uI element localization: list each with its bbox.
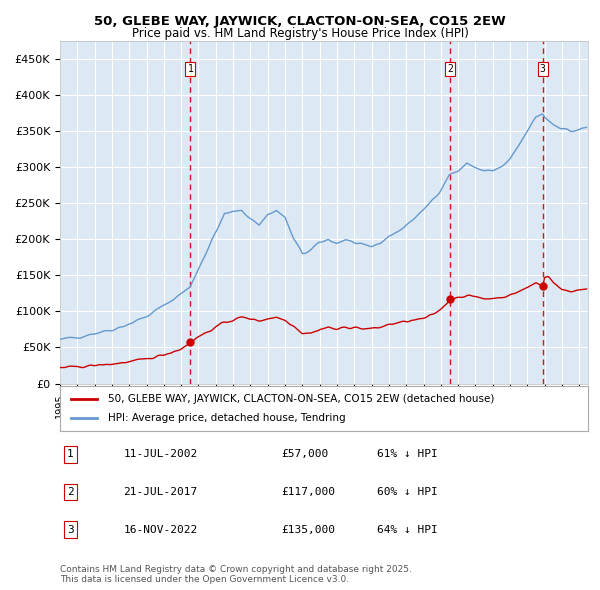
Text: 2: 2 xyxy=(448,64,454,74)
Text: HPI: Average price, detached house, Tendring: HPI: Average price, detached house, Tend… xyxy=(107,414,345,423)
Text: 11-JUL-2002: 11-JUL-2002 xyxy=(124,450,197,459)
Text: 2: 2 xyxy=(67,487,74,497)
Text: 3: 3 xyxy=(540,64,545,74)
Text: £135,000: £135,000 xyxy=(282,525,336,535)
Text: 3: 3 xyxy=(67,525,74,535)
Text: Price paid vs. HM Land Registry's House Price Index (HPI): Price paid vs. HM Land Registry's House … xyxy=(131,27,469,40)
Text: 61% ↓ HPI: 61% ↓ HPI xyxy=(377,450,437,459)
Text: Contains HM Land Registry data © Crown copyright and database right 2025.
This d: Contains HM Land Registry data © Crown c… xyxy=(60,565,412,584)
Text: 21-JUL-2017: 21-JUL-2017 xyxy=(124,487,197,497)
Text: 60% ↓ HPI: 60% ↓ HPI xyxy=(377,487,437,497)
Text: 1: 1 xyxy=(187,64,193,74)
Text: 50, GLEBE WAY, JAYWICK, CLACTON-ON-SEA, CO15 2EW (detached house): 50, GLEBE WAY, JAYWICK, CLACTON-ON-SEA, … xyxy=(107,394,494,404)
Text: £57,000: £57,000 xyxy=(282,450,329,459)
Text: 1: 1 xyxy=(67,450,74,459)
Text: £117,000: £117,000 xyxy=(282,487,336,497)
Text: 50, GLEBE WAY, JAYWICK, CLACTON-ON-SEA, CO15 2EW: 50, GLEBE WAY, JAYWICK, CLACTON-ON-SEA, … xyxy=(94,15,506,28)
Text: 64% ↓ HPI: 64% ↓ HPI xyxy=(377,525,437,535)
Text: 16-NOV-2022: 16-NOV-2022 xyxy=(124,525,197,535)
